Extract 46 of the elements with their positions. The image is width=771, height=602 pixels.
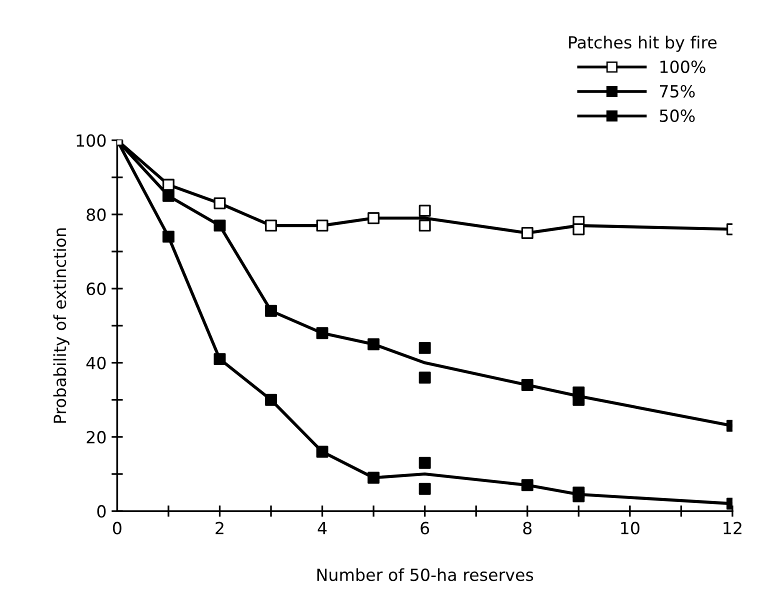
x-tick-label: 4 bbox=[318, 522, 327, 534]
legend-label: 100% bbox=[660, 60, 706, 74]
point bbox=[521, 379, 534, 391]
point bbox=[572, 490, 585, 502]
x-tick-label: 0 bbox=[112, 522, 122, 534]
point bbox=[418, 372, 431, 384]
point bbox=[265, 304, 277, 317]
point bbox=[265, 220, 277, 232]
point bbox=[368, 338, 380, 350]
point bbox=[316, 446, 328, 458]
point bbox=[214, 197, 226, 210]
y-axis-title: Probability of extinction bbox=[53, 228, 70, 423]
point bbox=[418, 342, 431, 354]
x-tick-label: 6 bbox=[420, 522, 430, 534]
legend-label: 75% bbox=[660, 84, 695, 98]
point bbox=[418, 456, 431, 469]
point bbox=[572, 394, 585, 406]
y-tick-label: 100 bbox=[76, 134, 106, 147]
point bbox=[418, 204, 431, 217]
x-tick-label: 12 bbox=[724, 522, 742, 534]
point bbox=[572, 223, 585, 236]
point bbox=[418, 220, 431, 232]
point bbox=[368, 472, 380, 484]
point bbox=[214, 353, 226, 366]
y-tick-label: 0 bbox=[97, 505, 106, 518]
x-tick-label: 2 bbox=[216, 522, 224, 534]
point bbox=[316, 327, 328, 340]
x-axis-title: Number of 50-ha reserves bbox=[317, 568, 534, 582]
point bbox=[521, 479, 534, 492]
point bbox=[521, 226, 534, 239]
point bbox=[162, 190, 174, 202]
y-tick-label: 80 bbox=[86, 208, 106, 221]
point bbox=[418, 482, 431, 495]
point bbox=[214, 220, 226, 232]
point bbox=[162, 178, 174, 191]
point bbox=[162, 230, 174, 243]
x-tick-label: 10 bbox=[621, 522, 640, 534]
point bbox=[368, 212, 380, 224]
x-tick-label: 8 bbox=[523, 522, 532, 534]
legend-title: Patches hit by fire bbox=[569, 36, 717, 52]
y-tick-label: 40 bbox=[86, 356, 106, 370]
legend-label: 50% bbox=[660, 109, 695, 122]
y-tick-label: 60 bbox=[86, 282, 106, 296]
point bbox=[316, 220, 328, 232]
y-tick-label: 20 bbox=[86, 430, 106, 444]
point bbox=[265, 394, 277, 406]
